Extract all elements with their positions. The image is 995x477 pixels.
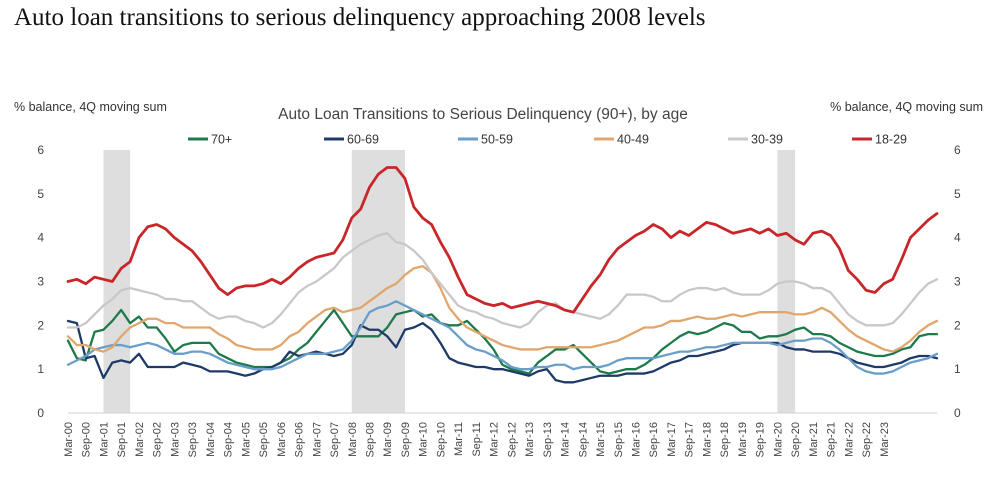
y-tick-left: 3 (37, 275, 44, 289)
series-line-40-49 (66, 265, 939, 353)
y-tick-right: 2 (954, 318, 961, 332)
x-axis-ticks: Mar-00 Sep-00 Mar-01 Sep-01 Mar-02 Sep-02 Mar-… (63, 412, 937, 457)
y-tick-right: 6 (954, 143, 961, 157)
x-tick-label: Mar-10 (418, 422, 430, 457)
x-tick-label: Mar-22 (843, 422, 855, 457)
x-tick-label: Mar-13 (524, 422, 536, 457)
y-tick-right: 3 (954, 275, 961, 289)
x-tick-label: Sep-04 (223, 422, 235, 457)
y-tick-right: 1 (954, 362, 961, 376)
x-tick-label: Sep-19 (755, 422, 767, 457)
y-tick-left: 0 (37, 406, 44, 420)
x-tick-label: Sep-20 (790, 422, 802, 457)
x-tick-label: Mar-04 (205, 422, 217, 457)
x-tick-label: Mar-17 (666, 422, 678, 457)
headline: Auto loan transitions to serious delinqu… (14, 4, 706, 31)
legend-label-40-49: 40-49 (617, 133, 649, 147)
x-tick-label: Sep-01 (116, 422, 128, 457)
x-tick-label: Mar-11 (453, 422, 465, 456)
x-tick-label: Mar-15 (595, 422, 607, 457)
y-axis-ticks: 0 0 1 1 2 2 3 3 4 4 5 5 6 6 (37, 143, 961, 420)
series-line-30-39 (66, 232, 939, 329)
x-tick-label: Mar-06 (276, 422, 288, 457)
x-tick-label: Mar-20 (772, 422, 784, 457)
x-tick-label: Sep-02 (152, 422, 164, 457)
y-tick-left: 2 (37, 318, 44, 332)
legend-label-30-39: 30-39 (751, 133, 783, 147)
x-tick-label: Mar-14 (560, 422, 572, 457)
legend-label-18-29: 18-29 (875, 133, 907, 147)
x-tick-label: Mar-07 (311, 422, 323, 457)
y-tick-left: 1 (37, 362, 44, 376)
x-tick-label: Sep-15 (613, 422, 625, 457)
recession-bands (103, 150, 796, 413)
x-tick-label: Sep-21 (826, 422, 838, 457)
chart-title: Auto Loan Transitions to Serious Delinqu… (278, 106, 688, 123)
x-tick-label: Sep-06 (294, 422, 306, 457)
x-tick-label: Mar-19 (737, 422, 749, 457)
y-tick-left: 4 (37, 231, 44, 245)
x-tick-label: Sep-22 (861, 422, 873, 457)
x-tick-label: Mar-05 (240, 422, 252, 457)
x-tick-label: Mar-08 (347, 422, 359, 457)
series-line-18-29 (66, 166, 939, 314)
x-tick-label: Sep-08 (364, 422, 376, 457)
x-tick-label: Sep-10 (435, 422, 447, 457)
x-tick-label: Sep-09 (400, 422, 412, 457)
series-line-50-59 (66, 300, 939, 375)
legend: 70+ 60-69 50-59 40-49 30-39 18-29 (188, 133, 907, 147)
recession-band-2 (351, 150, 405, 413)
y-tick-left: 6 (37, 143, 44, 157)
x-tick-label: Mar-01 (98, 422, 110, 457)
x-tick-label: Sep-12 (506, 422, 518, 457)
x-tick-label: Mar-21 (808, 422, 820, 457)
x-tick-label: Mar-23 (879, 422, 891, 457)
series-line-60-69 (66, 319, 939, 384)
series-lines (66, 166, 939, 384)
x-tick-label: Sep-17 (684, 422, 696, 457)
y-tick-right: 0 (954, 406, 961, 420)
x-tick-label: Mar-18 (701, 422, 713, 457)
x-tick-label: Sep-14 (577, 422, 589, 457)
y-tick-right: 4 (954, 231, 961, 245)
x-tick-label: Mar-16 (631, 422, 643, 457)
legend-label-50-59: 50-59 (481, 133, 513, 147)
x-tick-label: Mar-03 (169, 422, 181, 457)
x-tick-label: Sep-07 (329, 422, 341, 457)
series-line-70+ (66, 308, 939, 375)
y-tick-left: 5 (37, 187, 44, 201)
x-tick-label: Sep-11 (471, 422, 483, 457)
x-tick-label: Sep-00 (81, 422, 93, 457)
x-tick-label: Mar-00 (63, 422, 75, 457)
y-tick-right: 5 (954, 187, 961, 201)
x-tick-label: Sep-05 (258, 422, 270, 457)
x-tick-label: Sep-16 (648, 422, 660, 457)
right-axis-unit-label: % balance, 4Q moving sum (830, 100, 983, 114)
x-tick-label: Mar-02 (134, 422, 146, 457)
legend-label-60-69: 60-69 (347, 133, 379, 147)
x-tick-label: Sep-18 (719, 422, 731, 457)
x-tick-label: Mar-09 (382, 422, 394, 457)
x-tick-label: Sep-13 (542, 422, 554, 457)
x-tick-label: Sep-03 (187, 422, 199, 457)
legend-label-70+: 70+ (211, 133, 232, 147)
x-tick-label: Mar-12 (489, 422, 501, 457)
left-axis-unit-label: % balance, 4Q moving sum (14, 100, 167, 114)
